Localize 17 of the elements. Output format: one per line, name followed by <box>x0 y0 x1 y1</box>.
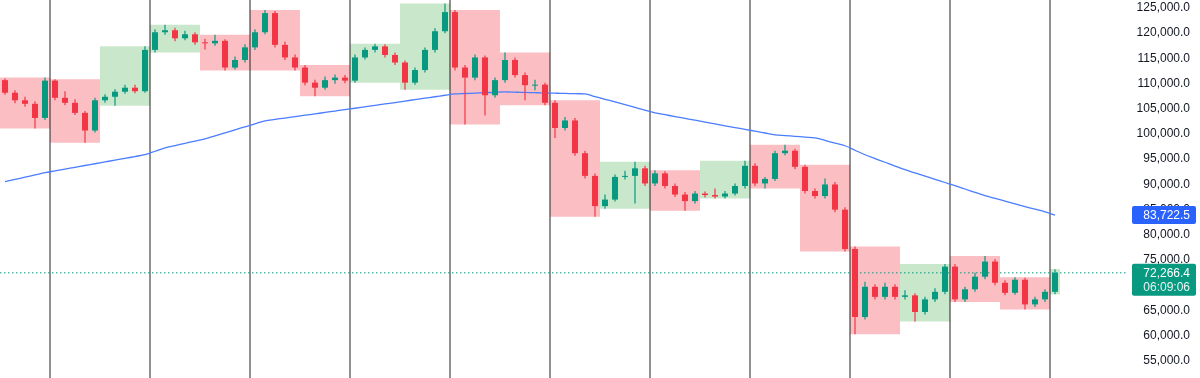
y-tick-label: 65,000.0 <box>1143 302 1191 317</box>
ref-line-label: 72,266.4 <box>1143 266 1191 281</box>
line-series <box>4 91 1056 216</box>
y-tick-label: 60,000.0 <box>1143 327 1191 342</box>
y-tick-label: 80,000.0 <box>1143 227 1191 242</box>
y-tick-label: 110,000.0 <box>1137 75 1191 90</box>
text: 83,722.5 <box>1143 208 1191 223</box>
y-tick-label: 115,000.0 <box>1137 50 1191 65</box>
y-tick-label: 100,000.0 <box>1136 126 1191 141</box>
y-tick-label: 125,000.0 <box>1136 0 1191 15</box>
text: 06:09:06 <box>1143 280 1191 295</box>
y-tick-label: 55,000.0 <box>1143 353 1191 368</box>
y-tick-label: 120,000.0 <box>1136 25 1191 40</box>
y-tick-label: 90,000.0 <box>1143 176 1191 191</box>
y-tick-label: 105,000.0 <box>1136 101 1191 116</box>
y-tick-label: 95,000.0 <box>1143 151 1191 166</box>
y-tick-label: 75,000.0 <box>1143 252 1191 267</box>
